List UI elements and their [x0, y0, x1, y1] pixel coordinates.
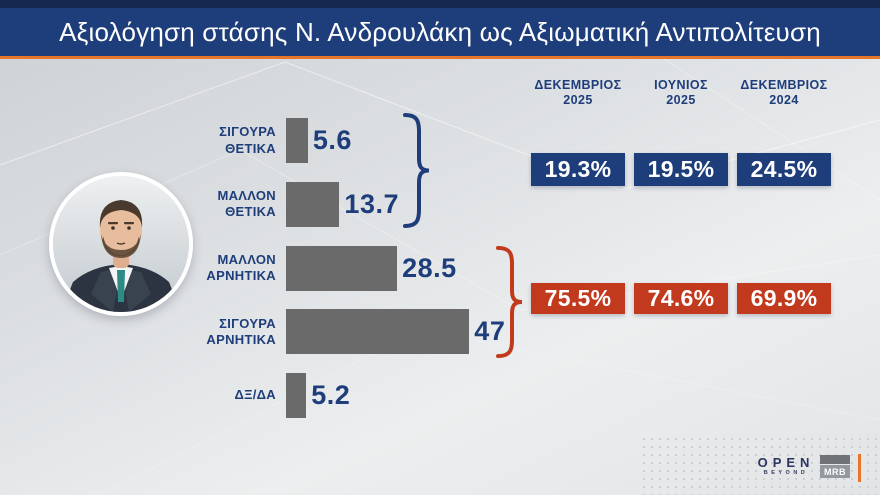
period-header: ΔΕΚΕΜΒΡΙΟΣ 2024: [740, 78, 828, 107]
mrb-logo-bar: [820, 455, 850, 464]
bar-category-label: ΔΞ/ΔΑ: [234, 387, 276, 403]
bar-row: ΜΑΛΛΟΝ ΘΕΤΙΚΑ 13.7: [166, 181, 399, 227]
bar-segment: [286, 181, 340, 227]
bar-segment: [286, 245, 398, 291]
bar-row: ΜΑΛΛΟΝ ΑΡΝΗΤΙΚΑ 28.5: [166, 245, 457, 291]
politician-photo: [49, 172, 193, 316]
bar-category-label: ΜΑΛΛΟΝ ΘΕΤΙΚΑ: [217, 188, 276, 220]
bar-value-label: 5.6: [312, 125, 352, 155]
open-channel-logo: OPEN BEYOND: [756, 456, 816, 477]
bar-value-label: 28.5: [402, 252, 457, 283]
bar-segment: [286, 118, 308, 163]
positive-total-box: 24.5%: [737, 153, 831, 186]
open-logo-text: OPEN: [757, 455, 815, 470]
title-bar: Αξιολόγηση στάσης Ν. Ανδρουλάκη ως Αξιωμ…: [0, 8, 880, 59]
bar-row: ΣΙΓΟΥΡΑ ΑΡΝΗΤΙΚΑ 47: [166, 309, 506, 355]
period-header: ΔΕΚΕΜΒΡΙΟΣ 2025: [534, 78, 622, 107]
bar-row: ΣΙΓΟΥΡΑ ΘΕΤΙΚΑ 5.6: [166, 118, 352, 163]
negative-total-box: 74.6%: [634, 283, 728, 314]
bar-value-label: 47: [474, 316, 506, 347]
negative-total-row: 75.5% 74.6% 69.9%: [531, 283, 831, 314]
bar-category-label: ΣΙΓΟΥΡΑ ΑΡΝΗΤΙΚΑ: [206, 315, 276, 347]
politician-portrait-illustration: [53, 176, 189, 312]
period-header: ΙΟΥΝΙΟΣ 2025: [654, 78, 708, 107]
negative-total-box: 69.9%: [737, 283, 831, 314]
bar-segment: [286, 373, 307, 418]
negative-group-brace: [496, 246, 523, 358]
open-logo-subtext: BEYOND: [763, 470, 809, 476]
top-dark-strip: [0, 0, 880, 8]
positive-total-box: 19.5%: [634, 153, 728, 186]
page-title: Αξιολόγηση στάσης Ν. Ανδρουλάκη ως Αξιωμ…: [59, 16, 821, 47]
bar-value-label: 5.2: [311, 380, 351, 410]
positive-group-brace: [403, 113, 430, 228]
positive-total-box: 19.3%: [531, 153, 625, 186]
mrb-pollster-logo: MRB: [820, 455, 850, 478]
bar-category-label: ΣΙΓΟΥΡΑ ΘΕΤΙΚΑ: [219, 124, 276, 156]
bar-category-label: ΜΑΛΛΟΝ ΑΡΝΗΤΙΚΑ: [206, 251, 276, 283]
period-headers: ΔΕΚΕΜΒΡΙΟΣ 2025 ΙΟΥΝΙΟΣ 2025 ΔΕΚΕΜΒΡΙΟΣ 2024: [531, 78, 831, 108]
positive-total-row: 19.3% 19.5% 24.5%: [531, 153, 831, 186]
bar-row: ΔΞ/ΔΑ 5.2: [166, 373, 350, 418]
negative-total-box: 75.5%: [531, 283, 625, 314]
bar-value-label: 13.7: [344, 188, 399, 219]
orange-divider: [858, 454, 861, 482]
mrb-logo-text: MRB: [820, 465, 850, 478]
bar-segment: [286, 309, 470, 355]
